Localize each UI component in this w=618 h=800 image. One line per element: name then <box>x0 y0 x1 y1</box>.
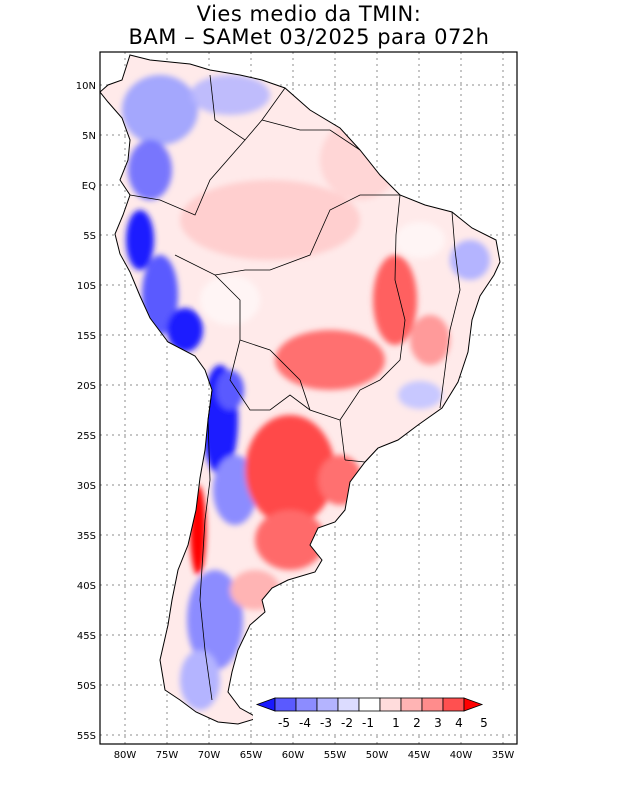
lat-label: 45S <box>77 631 96 642</box>
lat-label: 10N <box>76 81 96 92</box>
colorbar-label: 3 <box>434 716 442 730</box>
colorbar-label: 1 <box>392 716 400 730</box>
lat-label: 15S <box>77 331 96 342</box>
lat-label: 5S <box>83 231 96 242</box>
colorbar-label: -4 <box>299 716 311 730</box>
lon-label: 55W <box>324 750 347 761</box>
lon-label: 80W <box>114 750 137 761</box>
colorbar-label: 4 <box>455 716 463 730</box>
colorbar-cell <box>295 697 318 712</box>
colorbar-label: -5 <box>278 716 290 730</box>
bias-field <box>100 55 500 724</box>
lat-label: 35S <box>77 531 96 542</box>
colorbar-label: 5 <box>480 716 488 730</box>
lon-label: 70W <box>198 750 221 761</box>
country-borders <box>129 74 461 701</box>
map-title-line1: Vies medio da TMIN: <box>196 2 422 26</box>
colorbar-label: 2 <box>413 716 421 730</box>
lon-label: 60W <box>282 750 305 761</box>
colorbar-cell <box>442 697 465 712</box>
colorbar-cell <box>400 697 423 712</box>
lat-label: 20S <box>77 381 96 392</box>
colorbar-cell <box>379 697 402 712</box>
lon-label: 75W <box>156 750 179 761</box>
lat-label: 25S <box>77 431 96 442</box>
lat-label: EQ <box>82 181 96 192</box>
lat-label: 50S <box>77 681 96 692</box>
longitude-labels: 80W 75W 70W 65W 60W 55W 50W 45W 40W 35W <box>114 750 515 761</box>
lon-label: 40W <box>450 750 473 761</box>
lat-label: 10S <box>77 281 96 292</box>
lat-label: 55S <box>77 731 96 742</box>
colorbar-cell <box>358 697 381 712</box>
lon-label: 65W <box>240 750 263 761</box>
colorbar-label: -3 <box>320 716 332 730</box>
lon-label: 45W <box>408 750 431 761</box>
lat-label: 30S <box>77 481 96 492</box>
colorbar-cell <box>337 697 360 712</box>
latitude-labels: 10N 5N EQ 5S 10S 15S 20S 25S 30S 35S 40S… <box>76 81 96 742</box>
colorbar-label: -1 <box>362 716 374 730</box>
map-title-line2: BAM – SAMet 03/2025 para 072h <box>128 25 490 49</box>
colorbar-cell <box>316 697 339 712</box>
colorbar: -5 -4 -3 -2 -1 1 2 3 4 5 <box>253 694 505 732</box>
lat-label: 40S <box>77 581 96 592</box>
map-frame <box>99 51 518 745</box>
lon-label: 50W <box>366 750 389 761</box>
colorbar-label: -2 <box>341 716 353 730</box>
lon-label: 35W <box>492 750 515 761</box>
colorbar-cell <box>274 697 297 712</box>
colorbar-cell <box>421 697 444 712</box>
colorbar-arrow-right <box>463 697 484 712</box>
lat-label: 5N <box>82 131 96 142</box>
